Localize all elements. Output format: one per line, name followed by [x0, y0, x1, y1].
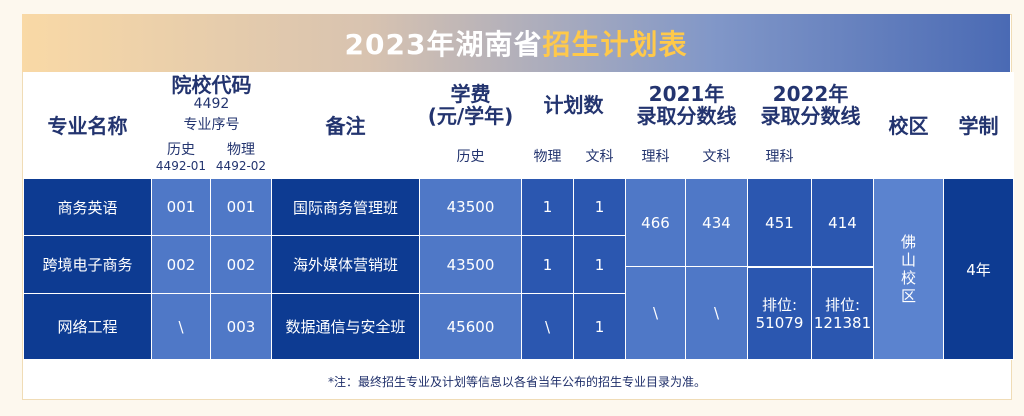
score-2022-science: 414 [811, 178, 874, 267]
header-school-code: 院校代码 4492 [151, 72, 272, 115]
table-cell-plan-physics: 1 [573, 293, 626, 360]
campus-cell: 佛 山 校 区 [873, 178, 944, 360]
header-plan: 计划数 [521, 72, 626, 137]
header-physics-seq: 物理 4492-02 [210, 136, 272, 179]
rank-2022-arts: 排位: 51079 [747, 267, 812, 360]
fee-label-line1: 学费 [450, 81, 491, 106]
header-note: 备注 [271, 72, 420, 179]
footnote: *注：最终招生专业及计划等信息以各省当年公布的招生专业目录为准。 [327, 374, 706, 389]
header-plan-history: 历史 [419, 136, 522, 179]
table-cell-plan-history: 1 [521, 178, 574, 236]
campus-char: 校 [900, 269, 916, 287]
header-major-seq: 专业序号 [151, 114, 272, 137]
school-code-value: 4492 [193, 96, 230, 112]
rank-2022-science: 排位: 121381 [811, 267, 874, 360]
header-duration: 学制 [943, 72, 1014, 179]
table-cell-plan-history: 1 [521, 235, 574, 294]
title-highlight: 招生计划表 [542, 28, 688, 61]
header-2021-score: 2021年 录取分数线 [625, 72, 748, 137]
y2021-label-line1: 2021年 [648, 81, 725, 106]
header-2022-science: 理科 [747, 136, 812, 179]
fee-label-line2: (元/学年) [427, 103, 514, 128]
y2021-label-line2: 录取分数线 [636, 103, 737, 128]
table-cell-note: 数据通信与安全班 [271, 293, 420, 360]
table-cell-major: 网络工程 [23, 293, 152, 360]
history-code: 4492-01 [155, 159, 207, 173]
header-plan-physics: 物理 [521, 136, 574, 179]
rank-value: 51079 [755, 313, 804, 332]
table-cell-physics-seq: 003 [210, 293, 272, 360]
y2022-label-line2: 录取分数线 [760, 103, 861, 128]
table-cell-physics-seq: 002 [210, 235, 272, 294]
table-cell-major: 跨境电子商务 [23, 235, 152, 294]
header-2021-arts: 文科 [573, 136, 626, 179]
table-cell-major: 商务英语 [23, 178, 152, 236]
rank-value: 121381 [813, 313, 872, 332]
score-2021-science: \ [685, 266, 748, 360]
header-campus: 校区 [873, 72, 944, 179]
table-cell-history-seq: \ [151, 293, 211, 360]
header-2022-score: 2022年 录取分数线 [747, 72, 874, 137]
history-label: 历史 [167, 142, 195, 158]
score-2021-science: 434 [685, 178, 748, 267]
header-2021-science: 理科 [625, 136, 686, 179]
duration-cell: 4年 [943, 178, 1014, 360]
y2022-label-line1: 2022年 [772, 81, 849, 106]
title-prefix: 2023年湖南省 [344, 28, 543, 61]
score-2022-arts: 451 [747, 178, 812, 267]
physics-label: 物理 [227, 142, 255, 158]
score-2021-arts: 466 [625, 178, 686, 267]
campus-char: 区 [900, 287, 916, 305]
school-code-label: 院校代码 [171, 73, 252, 97]
campus-char: 佛 [900, 233, 916, 251]
table-cell-fee: 43500 [419, 178, 522, 236]
table-cell-history-seq: 002 [151, 235, 211, 294]
physics-code: 4492-02 [215, 159, 267, 173]
header-2022-arts: 文科 [685, 136, 748, 179]
score-2021-arts: \ [625, 266, 686, 360]
table-cell-fee: 43500 [419, 235, 522, 294]
header-history-seq: 历史 4492-01 [151, 136, 211, 179]
admission-plan-table: 专业名称 院校代码 4492 备注 学费 (元/学年) 计划数 2021年 录取… [23, 72, 1014, 360]
table-cell-physics-seq: 001 [210, 178, 272, 236]
rank-label: 排位: [761, 295, 798, 314]
table-cell-plan-physics: 1 [573, 235, 626, 294]
table-cell-note: 国际商务管理班 [271, 178, 420, 236]
rank-label: 排位: [824, 295, 861, 314]
table-cell-fee: 45600 [419, 293, 522, 360]
table-cell-note: 海外媒体营销班 [271, 235, 420, 294]
campus-char: 山 [900, 251, 916, 269]
header-fee: 学费 (元/学年) [419, 72, 522, 137]
page-title: 2023年湖南省 招生计划表 [22, 14, 1010, 72]
table-cell-history-seq: 001 [151, 178, 211, 236]
table-cell-plan-history: \ [521, 293, 574, 360]
table-cell-plan-physics: 1 [573, 178, 626, 236]
header-major: 专业名称 [23, 72, 152, 179]
